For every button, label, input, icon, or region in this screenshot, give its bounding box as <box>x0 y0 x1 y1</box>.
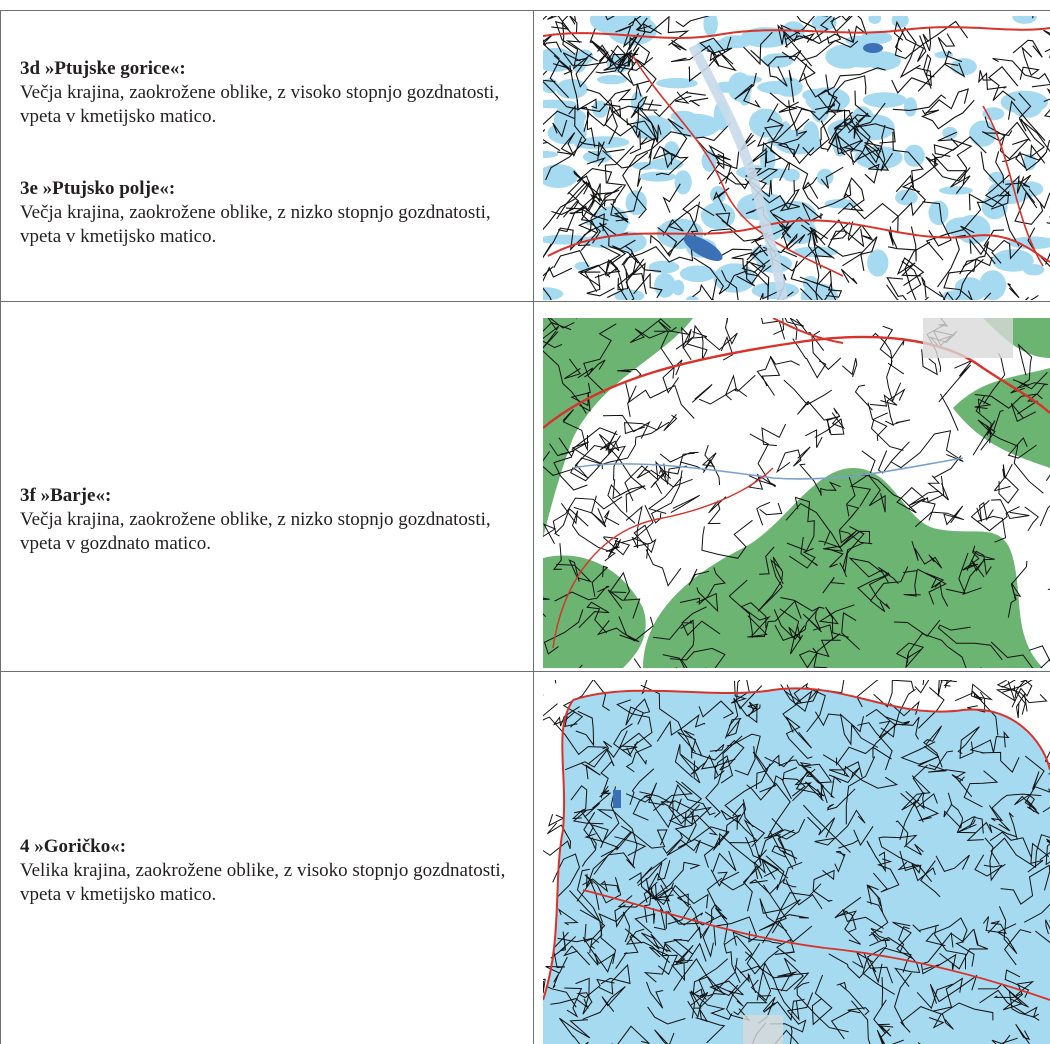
table-border-left <box>0 10 1 1044</box>
entry-description: Večja krajina, zaokrožene oblike, z nizk… <box>20 202 491 247</box>
table-border-top <box>0 10 1050 11</box>
landscape-map-ptuj-icon <box>543 16 1050 300</box>
landscape-map-barje-icon <box>543 318 1050 668</box>
entry-title: 3f »Barje«: <box>20 485 112 506</box>
entry-3d: 3d »Ptujske gorice«: Večja krajina, zaok… <box>20 57 520 129</box>
entry-description: Večja krajina, zaokrožene oblike, z nizk… <box>20 509 491 554</box>
entry-description: Večja krajina, zaokrožene oblike, z viso… <box>20 82 500 127</box>
row-divider-1 <box>0 301 1050 302</box>
row-2-text: 3f »Barje«: Večja krajina, zaokrožene ob… <box>20 484 520 556</box>
entry-3e: 3e »Ptujsko polje«: Večja krajina, zaokr… <box>20 177 520 249</box>
landscape-map-goricko-icon <box>543 680 1050 1044</box>
row-3-text: 4 »Goričko«: Velika krajina, zaokrožene … <box>20 835 520 907</box>
row-divider-2 <box>0 671 1050 672</box>
entry-title: 3d »Ptujske gorice«: <box>20 58 186 79</box>
entry-3f: 3f »Barje«: Večja krajina, zaokrožene ob… <box>20 484 520 556</box>
column-divider <box>533 10 534 1044</box>
entry-description: Velika krajina, zaokrožene oblike, z vis… <box>20 860 506 905</box>
entry-title: 3e »Ptujsko polje«: <box>20 178 176 199</box>
entry-4: 4 »Goričko«: Velika krajina, zaokrožene … <box>20 835 520 907</box>
row-1-text: 3d »Ptujske gorice«: Večja krajina, zaok… <box>20 57 520 249</box>
entry-title: 4 »Goričko«: <box>20 836 127 857</box>
